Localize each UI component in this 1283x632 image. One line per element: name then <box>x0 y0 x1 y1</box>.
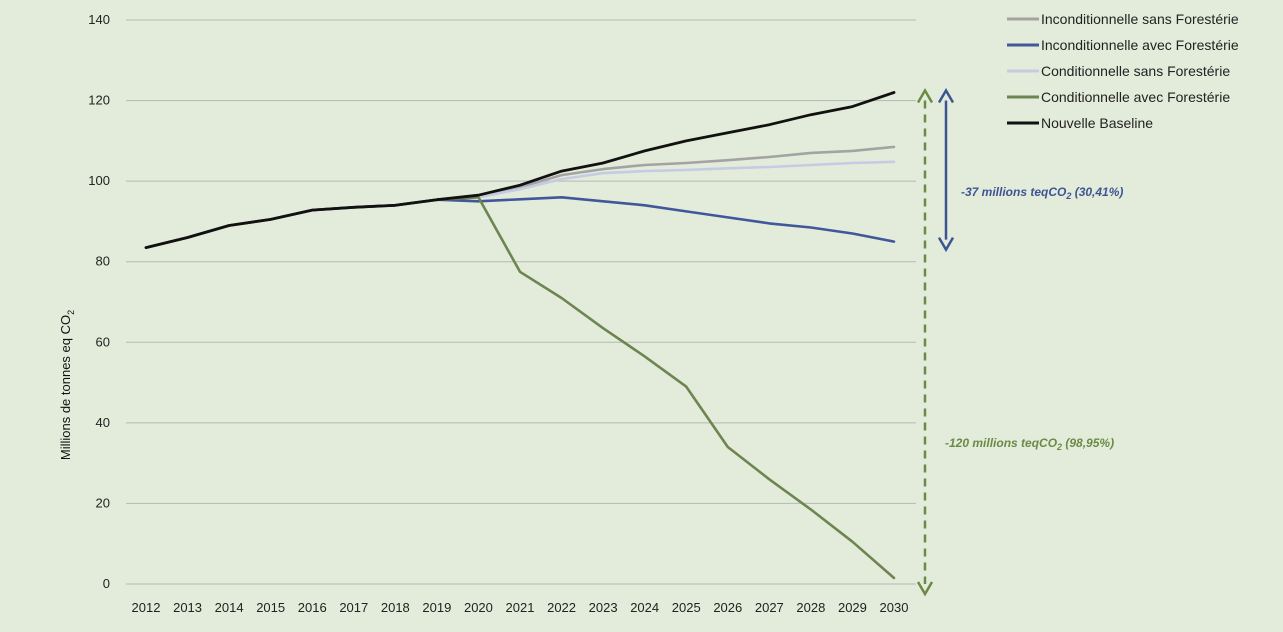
series-lines <box>144 91 896 580</box>
x-axis-ticks: 2012 2013 2014 2015 2016 2017 2018 2019 2020 2021… <box>132 600 909 615</box>
x-tick-2022: 2022 <box>547 600 576 615</box>
y-tick-20: 20 <box>96 495 110 510</box>
x-tick-2019: 2019 <box>422 600 451 615</box>
legend-label-1: Inconditionnelle sans Forestérie <box>1041 11 1239 27</box>
x-tick-2012: 2012 <box>132 600 161 615</box>
x-tick-2020: 2020 <box>464 600 493 615</box>
x-tick-2025: 2025 <box>672 600 701 615</box>
x-tick-2026: 2026 <box>713 600 742 615</box>
x-tick-2023: 2023 <box>589 600 618 615</box>
x-tick-2015: 2015 <box>256 600 285 615</box>
arrow-conditional-head-top <box>916 88 934 104</box>
reduction-arrows <box>916 88 955 597</box>
y-tick-100: 100 <box>88 173 110 188</box>
grid-lines <box>126 19 916 585</box>
y-axis-label: Millions de tonnes eq CO2 <box>58 310 76 460</box>
x-tick-2027: 2027 <box>755 600 784 615</box>
annotation-conditional-reduction: -120 millions teqCO2 (98,95%) <box>945 436 1114 452</box>
x-tick-2016: 2016 <box>298 600 327 615</box>
y-tick-40: 40 <box>96 415 110 430</box>
y-axis-ticks: 0 20 40 60 80 100 120 140 <box>88 12 110 591</box>
x-tick-2021: 2021 <box>506 600 535 615</box>
arrow-unconditional-head-bottom <box>937 236 955 253</box>
y-tick-140: 140 <box>88 12 110 27</box>
legend-label-2: Inconditionnelle avec Forestérie <box>1041 37 1239 53</box>
x-tick-2014: 2014 <box>215 600 244 615</box>
x-tick-2013: 2013 <box>173 600 202 615</box>
x-tick-2030: 2030 <box>880 600 909 615</box>
x-tick-2028: 2028 <box>796 600 825 615</box>
arrow-unconditional-head-top <box>937 88 955 104</box>
arrow-conditional-head-bottom <box>916 581 934 597</box>
legend-label-5: Nouvelle Baseline <box>1041 115 1153 131</box>
y-tick-80: 80 <box>96 254 110 269</box>
legend-label-3: Conditionnelle sans Forestérie <box>1041 63 1230 79</box>
y-tick-0: 0 <box>103 576 110 591</box>
annotation-unconditional-reduction: -37 millions teqCO2 (30,41%) <box>961 185 1123 201</box>
y-tick-120: 120 <box>88 93 110 108</box>
x-tick-2029: 2029 <box>838 600 867 615</box>
y-tick-60: 60 <box>96 334 110 349</box>
x-tick-2017: 2017 <box>339 600 368 615</box>
x-tick-2024: 2024 <box>630 600 659 615</box>
legend: Inconditionnelle sans Forestérie Incondit… <box>1007 11 1239 131</box>
legend-label-4: Conditionnelle avec Forestérie <box>1041 89 1230 105</box>
x-tick-2018: 2018 <box>381 600 410 615</box>
series-line-5 <box>144 91 896 250</box>
